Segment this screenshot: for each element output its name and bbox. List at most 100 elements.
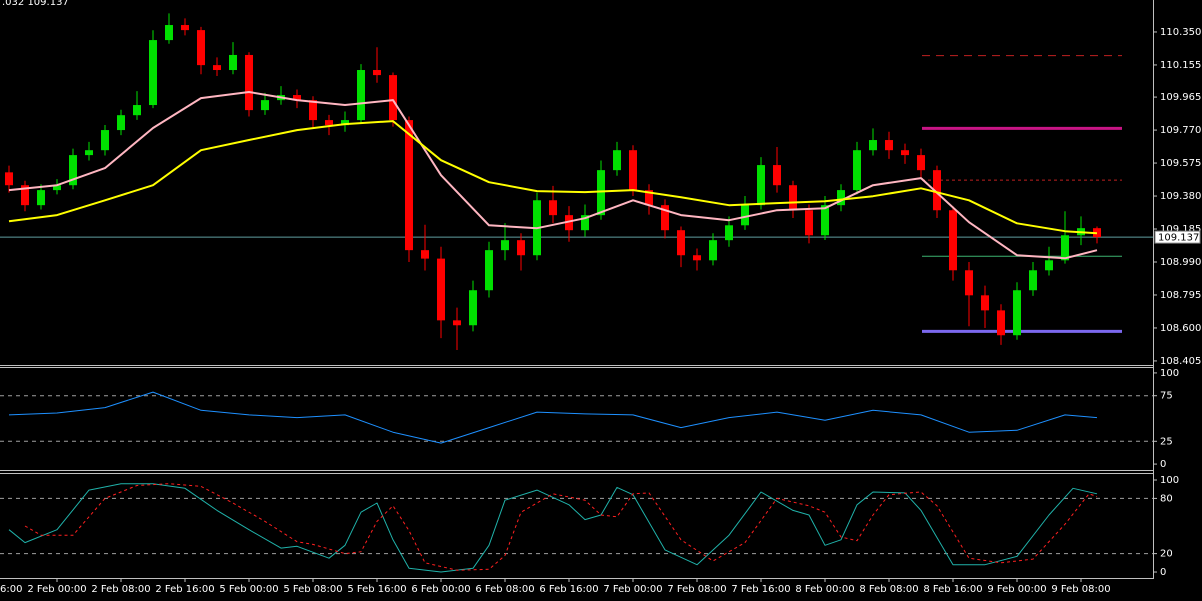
x-tick-label: 2 Feb 08:00 xyxy=(91,584,150,595)
x-tick-label: 6:00 xyxy=(0,584,22,595)
candle-body xyxy=(37,190,45,206)
y-tick-label: 110.350 xyxy=(1160,27,1201,38)
candle-body xyxy=(101,130,109,151)
candle-body xyxy=(309,100,317,121)
candle-body xyxy=(117,115,125,131)
candle-body xyxy=(933,170,941,211)
candle-body xyxy=(725,225,733,241)
x-tick-label: 6 Feb 00:00 xyxy=(411,584,470,595)
candle-body xyxy=(245,54,253,111)
x-tick-label: 5 Feb 16:00 xyxy=(347,584,406,595)
candle-body xyxy=(21,185,29,206)
candle-body xyxy=(85,150,93,156)
x-tick-label: 9 Feb 00:00 xyxy=(987,584,1046,595)
candle-body xyxy=(821,205,829,236)
x-tick-label: 9 Feb 08:00 xyxy=(1051,584,1110,595)
candle-body xyxy=(229,54,237,71)
y-tick-label: 80 xyxy=(1160,493,1173,504)
candle-body xyxy=(853,150,861,191)
y-tick-label: 108.990 xyxy=(1160,257,1201,268)
line-series xyxy=(8,391,1098,444)
candle-body xyxy=(501,240,509,251)
candle-body xyxy=(677,230,685,256)
candle-body xyxy=(965,270,973,296)
candle-body xyxy=(613,150,621,171)
y-tick-label: 109.185 xyxy=(1160,224,1201,235)
candle-body xyxy=(581,215,589,231)
candle-body xyxy=(869,140,877,151)
candle-body xyxy=(1045,260,1053,271)
candle-body xyxy=(741,205,749,226)
candle-body xyxy=(469,290,477,326)
candle-body xyxy=(325,120,333,126)
candle-body xyxy=(597,170,605,216)
candle-body xyxy=(837,190,845,206)
y-tick-label: 108.795 xyxy=(1160,290,1201,301)
candle-body xyxy=(261,100,269,111)
candle-body xyxy=(949,210,957,271)
line-series xyxy=(8,483,1098,573)
y-tick-label: 0 xyxy=(1160,567,1166,578)
x-tick-label: 8 Feb 16:00 xyxy=(923,584,982,595)
candle-body xyxy=(373,70,381,76)
x-tick-label: 6 Feb 08:00 xyxy=(475,584,534,595)
y-tick-label: 100 xyxy=(1160,475,1179,486)
candle-body xyxy=(421,250,429,259)
candle-body xyxy=(1061,235,1069,261)
y-tick-label: 108.600 xyxy=(1160,323,1201,334)
candle-body xyxy=(133,105,141,116)
x-tick-label: 7 Feb 16:00 xyxy=(731,584,790,595)
candle-body xyxy=(405,120,413,251)
x-tick-label: 5 Feb 08:00 xyxy=(283,584,342,595)
line-series xyxy=(24,483,1098,571)
y-tick-label: 109.965 xyxy=(1160,92,1201,103)
x-tick-label: 2 Feb 00:00 xyxy=(27,584,86,595)
y-tick-label: 25 xyxy=(1160,436,1173,447)
candle-body xyxy=(645,190,653,206)
candle-body xyxy=(1013,290,1021,336)
chart-title: .032 109.137 xyxy=(2,0,69,8)
y-tick-label: 100 xyxy=(1160,368,1179,379)
candle-body xyxy=(437,258,445,321)
candle-body xyxy=(293,95,301,101)
candle-body xyxy=(181,25,189,31)
candle-body xyxy=(629,150,637,191)
x-tick-label: 8 Feb 08:00 xyxy=(859,584,918,595)
y-tick-label: 109.380 xyxy=(1160,191,1201,202)
candle-body xyxy=(1029,270,1037,291)
candle-body xyxy=(709,240,717,261)
candle-body xyxy=(485,250,493,291)
candle-body xyxy=(549,200,557,216)
price-label: 109.137 xyxy=(1158,233,1199,244)
candle-body xyxy=(661,205,669,231)
candle-body xyxy=(213,65,221,71)
candle-body xyxy=(453,320,461,326)
candle-body xyxy=(69,155,77,186)
x-tick-label: 2 Feb 16:00 xyxy=(155,584,214,595)
candle-body xyxy=(565,215,573,231)
candle-body xyxy=(517,240,525,256)
candle-body xyxy=(917,155,925,171)
y-tick-label: 110.155 xyxy=(1160,60,1201,71)
x-tick-label: 7 Feb 00:00 xyxy=(603,584,662,595)
candle-body xyxy=(757,165,765,206)
candle-body xyxy=(53,185,61,191)
candle-body xyxy=(357,70,365,121)
candle-body xyxy=(341,120,349,126)
x-tick-label: 8 Feb 00:00 xyxy=(795,584,854,595)
x-tick-label: 5 Feb 00:00 xyxy=(219,584,278,595)
candle-body xyxy=(805,210,813,236)
candle-body xyxy=(901,150,909,156)
x-tick-label: 7 Feb 08:00 xyxy=(667,584,726,595)
x-tick-label: 6 Feb 16:00 xyxy=(539,584,598,595)
price-label-box xyxy=(1154,230,1201,244)
candle-body xyxy=(197,30,205,66)
line-series xyxy=(8,120,1098,235)
candle-body xyxy=(5,172,13,186)
candle-body xyxy=(165,25,173,41)
candle-body xyxy=(773,165,781,186)
candle-body xyxy=(981,295,989,311)
candle-body xyxy=(789,185,797,211)
